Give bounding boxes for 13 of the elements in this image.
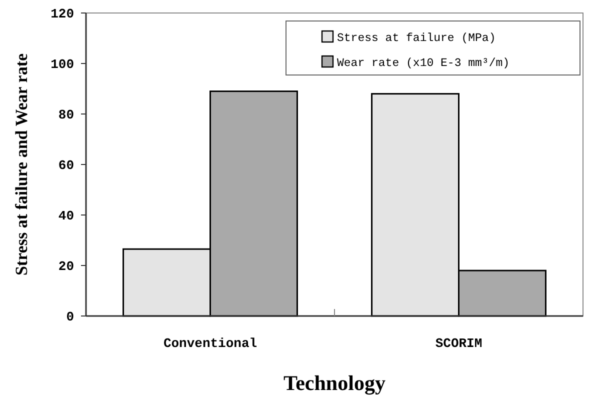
x-tick-label: SCORIM [435,336,482,351]
y-tick-label: 120 [50,6,74,22]
y-tick-label: 100 [50,57,74,72]
y-tick-label: 60 [58,158,74,174]
y-tick-label: 80 [58,108,74,123]
x-tick-label: Conventional [163,336,258,351]
y-tick-label: 20 [58,259,74,274]
y-axis-title: Stress at failure and Wear rate [12,53,31,276]
y-tick-label: 0 [66,310,74,325]
legend-label: Wear rate (x10 E-3 mm³/m) [337,57,510,70]
x-axis-title: Technology [284,371,386,395]
y-tick-label: 40 [58,208,74,224]
legend-label: Stress at failure (MPa) [337,32,496,46]
